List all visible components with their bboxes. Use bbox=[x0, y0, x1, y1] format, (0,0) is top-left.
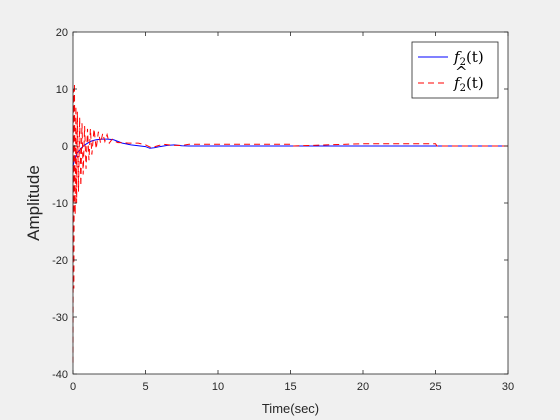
tick-layer: 0 5 10 15 20 25 30 -40 -30 -20 -10 0 10 20 bbox=[52, 27, 514, 393]
y-tick-label: -40 bbox=[52, 369, 68, 381]
legend-label-1: f2(t) bbox=[453, 48, 484, 68]
legend-box bbox=[411, 41, 499, 99]
x-tick-label: 25 bbox=[429, 381, 441, 393]
y-axis-title: Amplitude bbox=[24, 165, 43, 241]
x-tick-label: 0 bbox=[70, 381, 76, 393]
x-axis-title: Time(sec) bbox=[262, 401, 319, 416]
y-tick-label: -30 bbox=[52, 312, 68, 324]
legend-label-2: f2(t) bbox=[453, 74, 484, 94]
y-tick-label: 0 bbox=[62, 141, 68, 153]
x-tick-label: 20 bbox=[357, 381, 369, 393]
legend: f2(t) f2(t)^ bbox=[411, 41, 499, 99]
x-tick-label: 30 bbox=[502, 381, 514, 393]
y-tick-label: -20 bbox=[52, 255, 68, 267]
y-tick-label: 20 bbox=[56, 27, 68, 39]
series-layer bbox=[72, 83, 508, 363]
y-tick-label: -10 bbox=[52, 198, 68, 210]
x-tick-label: 10 bbox=[212, 381, 224, 393]
x-tick-label: 15 bbox=[284, 381, 296, 393]
y-tick-label: 10 bbox=[56, 84, 68, 96]
x-tick-label: 5 bbox=[142, 381, 148, 393]
series-line-2 bbox=[72, 83, 508, 363]
legend-hat-accent: ^ bbox=[455, 63, 468, 81]
